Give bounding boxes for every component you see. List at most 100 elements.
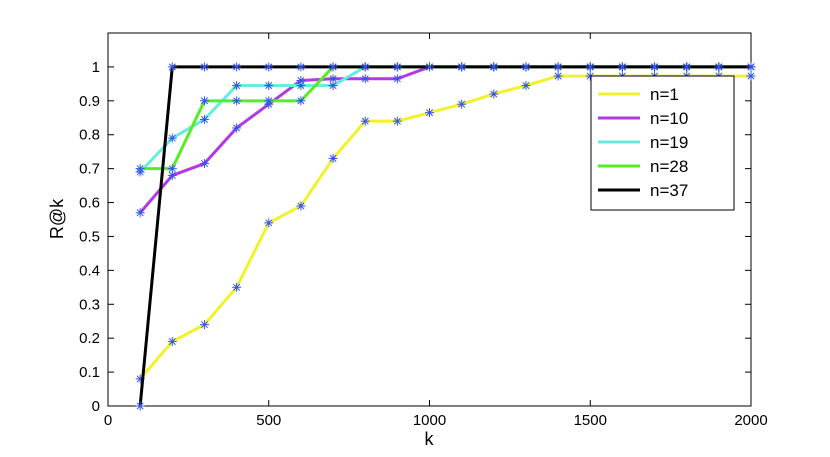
data-point-marker [425,62,434,72]
marker-stroke [425,109,434,117]
marker-stroke [329,63,337,71]
marker-stroke [490,90,498,98]
marker-stroke [168,338,176,346]
y-tick-label: 0.4 [79,262,100,279]
data-point-marker [232,81,242,91]
data-point-marker [296,96,306,106]
legend: n=1 n=10 n=19 n=28 n=37 [590,75,735,211]
data-point-marker [167,337,177,347]
marker-stroke [200,160,208,168]
marker-stroke [522,82,530,90]
y-tick-label: 0.7 [79,161,100,178]
data-point-marker [199,320,209,330]
data-point-marker [553,71,563,81]
legend-label: n=10 [650,109,688,128]
marker-stroke [136,165,144,173]
y-tick-label: 0.1 [79,364,100,381]
data-point-marker [296,201,306,211]
data-point-marker [199,159,209,169]
marker-stroke [683,63,691,71]
series-layer [135,62,756,411]
data-point-marker [521,81,531,91]
data-point-marker [328,81,338,91]
marker-stroke [200,115,208,124]
marker-stroke [747,63,755,71]
marker-stroke [393,75,401,83]
data-point-marker [392,62,402,72]
y-tick-label: 0.8 [79,127,100,144]
marker-stroke [618,63,626,71]
marker-stroke [233,82,241,90]
data-point-marker [360,62,370,72]
marker-stroke [265,219,273,227]
marker-stroke [233,283,241,291]
data-point-marker [264,62,274,72]
data-point-marker [489,62,499,72]
marker-stroke [297,97,305,105]
marker-stroke [393,117,401,125]
data-point-marker [199,96,209,106]
marker-stroke [200,63,208,71]
y-tick-label: 0.6 [79,195,100,212]
data-point-marker [714,62,724,72]
data-point-marker [425,108,434,118]
data-point-marker [135,208,145,218]
marker-stroke [458,63,466,71]
marker-stroke [168,171,176,179]
data-point-marker [457,62,467,72]
marker-stroke [586,72,594,80]
series-line [138,65,751,407]
marker-stroke [554,63,562,71]
marker-stroke [554,72,562,80]
x-axis-label: k [425,429,435,449]
marker-stroke [297,202,305,210]
y-tick-label: 0.9 [79,93,100,110]
x-tick-label: 1000 [413,412,446,429]
data-point-marker [392,74,402,84]
marker-stroke [168,63,176,71]
marker-stroke [200,321,208,329]
legend-label: n=37 [650,181,688,200]
marker-stroke [265,97,273,105]
axis-ticks: 0 500 1000 1500 2000 0 0.1 0.2 0.3 0.4 0.5 0.6 0.7 0.… [79,33,768,429]
marker-stroke [233,124,241,132]
marker-stroke [651,63,659,71]
data-point-marker [232,96,242,106]
x-tick-label: 1500 [574,412,607,429]
marker-stroke [265,82,273,90]
marker-stroke [233,97,241,105]
marker-stroke [715,63,723,71]
data-point-marker [167,164,177,174]
data-point-marker [553,62,563,72]
y-tick-label: 0.2 [79,330,100,347]
marker-stroke [522,63,530,71]
y-tick-label: 0.5 [79,228,100,245]
marker-stroke [393,63,401,71]
x-tick-label: 0 [104,412,112,429]
data-point-marker [457,99,467,109]
marker-stroke [265,63,273,71]
data-point-marker [199,114,209,124]
marker-stroke [297,76,305,85]
data-point-marker [746,71,756,81]
data-point-marker [135,164,145,174]
marker-stroke [168,134,176,142]
marker-stroke [200,97,208,105]
marker-stroke [458,100,466,108]
y-tick-label: 1 [92,59,100,76]
marker-stroke [329,82,337,90]
data-point-marker [296,81,306,91]
y-tick-label: 0 [92,398,100,415]
data-point-marker [360,116,370,126]
data-point-marker [296,62,306,72]
legend-label: n=1 [650,85,679,104]
marker-stroke [361,117,369,125]
data-point-marker [264,81,274,91]
marker-stroke [136,209,144,217]
data-point-marker [617,62,627,72]
x-tick-label: 500 [256,412,281,429]
data-point-marker [199,62,209,72]
data-point-marker [521,62,531,72]
data-point-marker [232,123,242,133]
